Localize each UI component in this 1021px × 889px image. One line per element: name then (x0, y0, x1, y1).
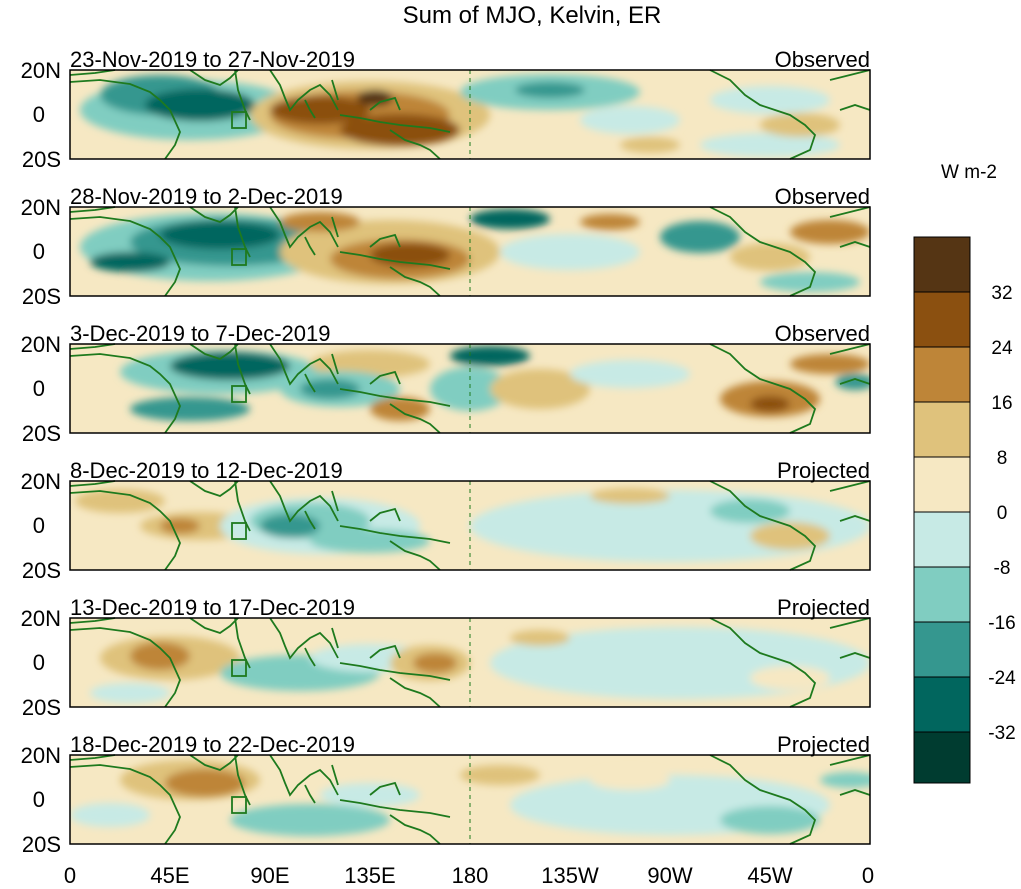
lon-label: 135E (344, 863, 395, 888)
inset-box (231, 796, 247, 814)
coastlines (69, 754, 871, 845)
panel-frame (69, 480, 871, 571)
lat-label: 0 (33, 787, 45, 812)
anomaly-field (80, 74, 840, 157)
anomaly-field (75, 488, 870, 562)
colorbar-tick-label: 24 (991, 338, 1013, 359)
lat-label: 20N (21, 469, 61, 494)
inset-box (231, 248, 247, 266)
panel-frame (69, 69, 871, 160)
anomaly-field (80, 209, 870, 292)
colorbar-swatch (913, 401, 971, 458)
lon-axis: 0 45E 90E 135E 180 135W 90W 45W 0 (64, 863, 874, 888)
colorbar-swatch (913, 456, 971, 513)
colorbar-tick-label: 32 (991, 283, 1012, 304)
panel-date-range: 8-Dec-2019 to 12-Dec-2019 (70, 458, 343, 483)
colorbar-tick-label: 0 (997, 503, 1008, 524)
colorbar-swatch (913, 346, 971, 403)
inset-box (231, 385, 247, 403)
coastlines (69, 206, 871, 297)
lat-label: 20S (22, 558, 61, 583)
lat-label: 20S (22, 695, 61, 720)
lat-label: 20N (21, 606, 61, 631)
lat-label: 0 (33, 376, 45, 401)
colorbar: W m-2 32 24 16 8 0 -8 -16 -24 -32 (913, 162, 1016, 784)
inset-box (231, 659, 247, 677)
coastlines (69, 343, 871, 434)
panel-date-range: 18-Dec-2019 to 22-Dec-2019 (70, 732, 355, 757)
panel-frame (69, 343, 871, 434)
lat-label: 20N (21, 195, 61, 220)
lat-label: 20S (22, 147, 61, 172)
coastlines (69, 617, 871, 708)
inset-box (231, 111, 247, 129)
panel-frame (69, 754, 871, 845)
lon-label: 0 (64, 863, 76, 888)
lon-label: 90E (250, 863, 289, 888)
colorbar-tick-label: -32 (988, 723, 1015, 744)
anomaly-field (90, 627, 870, 703)
lat-label: 20N (21, 332, 61, 357)
map-panel: 13-Dec-2019 to 17-Dec-2019 Projected 20N… (21, 595, 871, 720)
lon-label: 135W (541, 863, 599, 888)
colorbar-swatch (913, 511, 971, 568)
colorbar-swatch (913, 566, 971, 623)
colorbar-tick-label: 16 (991, 393, 1012, 414)
colorbar-swatch (913, 291, 971, 348)
lat-label: 20N (21, 58, 61, 83)
colorbar-swatch (913, 731, 971, 784)
panel-frame (69, 617, 871, 708)
map-panel: 3-Dec-2019 to 7-Dec-2019 Observed 20N 0 … (21, 321, 871, 446)
lat-label: 0 (33, 239, 45, 264)
map-panel: 23-Nov-2019 to 27-Nov-2019 Observed 20N … (21, 47, 871, 172)
coastlines (69, 480, 871, 571)
colorbar-tick-label: -16 (988, 613, 1015, 634)
colorbar-tick-label: -24 (988, 668, 1016, 689)
panel-type: Projected (777, 595, 870, 620)
panel-type: Observed (775, 184, 870, 209)
panel-date-range: 13-Dec-2019 to 17-Dec-2019 (70, 595, 355, 620)
colorbar-swatch (913, 676, 971, 733)
colorbar-swatches (913, 236, 971, 784)
figure-title: Sum of MJO, Kelvin, ER (403, 2, 662, 29)
panel-type: Observed (775, 321, 870, 346)
panel-date-range: 28-Nov-2019 to 2-Dec-2019 (70, 184, 343, 209)
lat-label: 20S (22, 284, 61, 309)
panel-type: Projected (777, 458, 870, 483)
lat-label: 20N (21, 743, 61, 768)
colorbar-swatch (913, 236, 971, 293)
inset-box (231, 522, 247, 540)
colorbar-tick-label: -8 (994, 558, 1011, 579)
lon-label: 45W (747, 863, 792, 888)
lon-label: 0 (862, 863, 874, 888)
lon-label: 180 (452, 863, 489, 888)
colorbar-swatch (913, 621, 971, 678)
lon-label: 45E (150, 863, 189, 888)
coastlines (69, 69, 871, 160)
lat-label: 0 (33, 102, 45, 127)
panel-frame (69, 206, 871, 297)
lon-label: 90W (647, 863, 692, 888)
lat-label: 0 (33, 650, 45, 675)
colorbar-tick-label: 8 (997, 448, 1008, 469)
panel-date-range: 3-Dec-2019 to 7-Dec-2019 (70, 321, 330, 346)
map-panel: 18-Dec-2019 to 22-Dec-2019 Projected 20N… (21, 732, 871, 857)
map-panel: 28-Nov-2019 to 2-Dec-2019 Observed 20N 0… (21, 184, 871, 309)
map-panel: 8-Dec-2019 to 12-Dec-2019 Projected 20N … (21, 458, 871, 583)
panel-type: Observed (775, 47, 870, 72)
lat-label: 20S (22, 421, 61, 446)
lat-label: 20S (22, 832, 61, 857)
colorbar-units: W m-2 (941, 162, 997, 183)
lat-label: 0 (33, 513, 45, 538)
panel-type: Projected (777, 732, 870, 757)
panel-date-range: 23-Nov-2019 to 27-Nov-2019 (70, 47, 355, 72)
